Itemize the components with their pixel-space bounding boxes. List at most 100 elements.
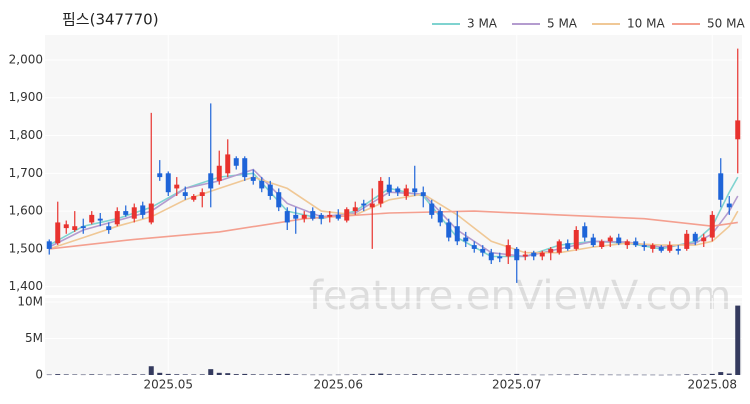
volume-bar — [369, 373, 375, 375]
volume-bar — [650, 374, 656, 376]
candle-body — [293, 214, 299, 219]
volume-bar — [522, 374, 528, 376]
volume-bar — [165, 373, 171, 375]
volume-bar — [148, 366, 154, 375]
volume-bar — [174, 374, 180, 375]
volume-tick-label: 10M — [17, 294, 43, 308]
candle-body — [624, 241, 630, 246]
candle-body — [157, 173, 163, 178]
volume-bar — [633, 374, 639, 376]
candle-body — [344, 209, 350, 221]
volume-bar — [318, 374, 324, 376]
candle-body — [403, 188, 409, 196]
volume-bar — [72, 374, 78, 375]
volume-bar — [497, 374, 503, 376]
candle-body — [199, 192, 205, 196]
volume-bar — [412, 374, 418, 375]
volume-bar — [191, 374, 197, 375]
volume-bar — [582, 374, 588, 375]
volume-bar — [301, 374, 307, 376]
volume-bar — [531, 374, 537, 376]
candle-body — [650, 245, 656, 249]
volume-bar — [242, 373, 248, 375]
candle-body — [106, 226, 112, 230]
volume-bar — [250, 374, 256, 375]
volume-bar — [735, 305, 741, 375]
candle-body — [497, 256, 503, 259]
candle-body — [412, 188, 418, 193]
volume-panel — [45, 298, 742, 375]
candle-body — [361, 203, 367, 206]
candle-body — [233, 158, 239, 166]
volume-bar — [463, 374, 469, 375]
candle-body — [89, 214, 95, 223]
volume-bar — [684, 374, 690, 375]
volume-bar — [131, 374, 137, 375]
candle-body — [471, 245, 477, 249]
candle-body — [607, 237, 613, 242]
volume-bar — [267, 374, 273, 375]
candle-body — [208, 173, 214, 189]
volume-bar — [709, 373, 715, 375]
candle-body — [97, 218, 103, 221]
candle-body — [684, 233, 690, 249]
candle-body — [641, 245, 647, 248]
candle-body — [480, 248, 486, 253]
candle-body — [131, 207, 137, 219]
candle-body — [114, 211, 120, 225]
candle-body — [250, 177, 256, 181]
volume-bar — [624, 374, 630, 376]
candle-body — [582, 226, 588, 238]
volume-bar — [344, 374, 350, 376]
volume-bar — [701, 374, 707, 375]
volume-bar — [556, 374, 562, 375]
candle-body — [429, 203, 435, 215]
watermark: feature.enViewV.com — [309, 273, 731, 319]
candle-body — [216, 165, 222, 181]
volume-bar — [505, 374, 511, 375]
candle-body — [80, 226, 86, 229]
volume-tick-label: 5M — [25, 331, 43, 345]
candle-body — [514, 248, 520, 261]
volume-bar — [658, 374, 664, 376]
y-tick-label: 1,400 — [9, 279, 43, 293]
candle-body — [726, 203, 732, 208]
volume-bar — [182, 374, 188, 375]
volume-bar — [310, 374, 316, 376]
chart-title: 핌스(347770) — [62, 11, 159, 29]
candle-body — [667, 245, 673, 251]
volume-bar — [446, 374, 452, 375]
legend-label: 5 MA — [547, 17, 578, 31]
volume-bar — [216, 372, 222, 375]
volume-bar — [327, 374, 333, 376]
volume-bar — [293, 374, 299, 375]
volume-bar — [718, 372, 724, 375]
volume-bar — [573, 374, 579, 375]
volume-bar — [225, 373, 231, 375]
y-tick-label: 1,800 — [9, 128, 43, 142]
volume-bar — [480, 374, 486, 375]
y-tick-label: 2,000 — [9, 52, 43, 66]
volume-bar — [726, 373, 732, 375]
volume-bar — [488, 374, 494, 375]
candle-body — [318, 214, 324, 219]
volume-bar — [471, 374, 477, 376]
volume-bar — [607, 374, 613, 376]
volume-bar — [386, 374, 392, 375]
volume-bar — [641, 374, 647, 376]
volume-bar — [335, 374, 341, 376]
candle-body — [599, 241, 605, 248]
volume-bar — [378, 373, 384, 375]
candle-body — [463, 237, 469, 242]
candle-body — [454, 226, 460, 242]
candle-body — [225, 154, 231, 174]
volume-bar — [114, 374, 120, 375]
candle-body — [735, 120, 741, 140]
y-tick-label: 1,700 — [9, 166, 43, 180]
candle-body — [718, 173, 724, 200]
candle-body — [590, 237, 596, 246]
volume-bar — [429, 374, 435, 375]
volume-bar — [233, 374, 239, 375]
candle-body — [284, 211, 290, 223]
